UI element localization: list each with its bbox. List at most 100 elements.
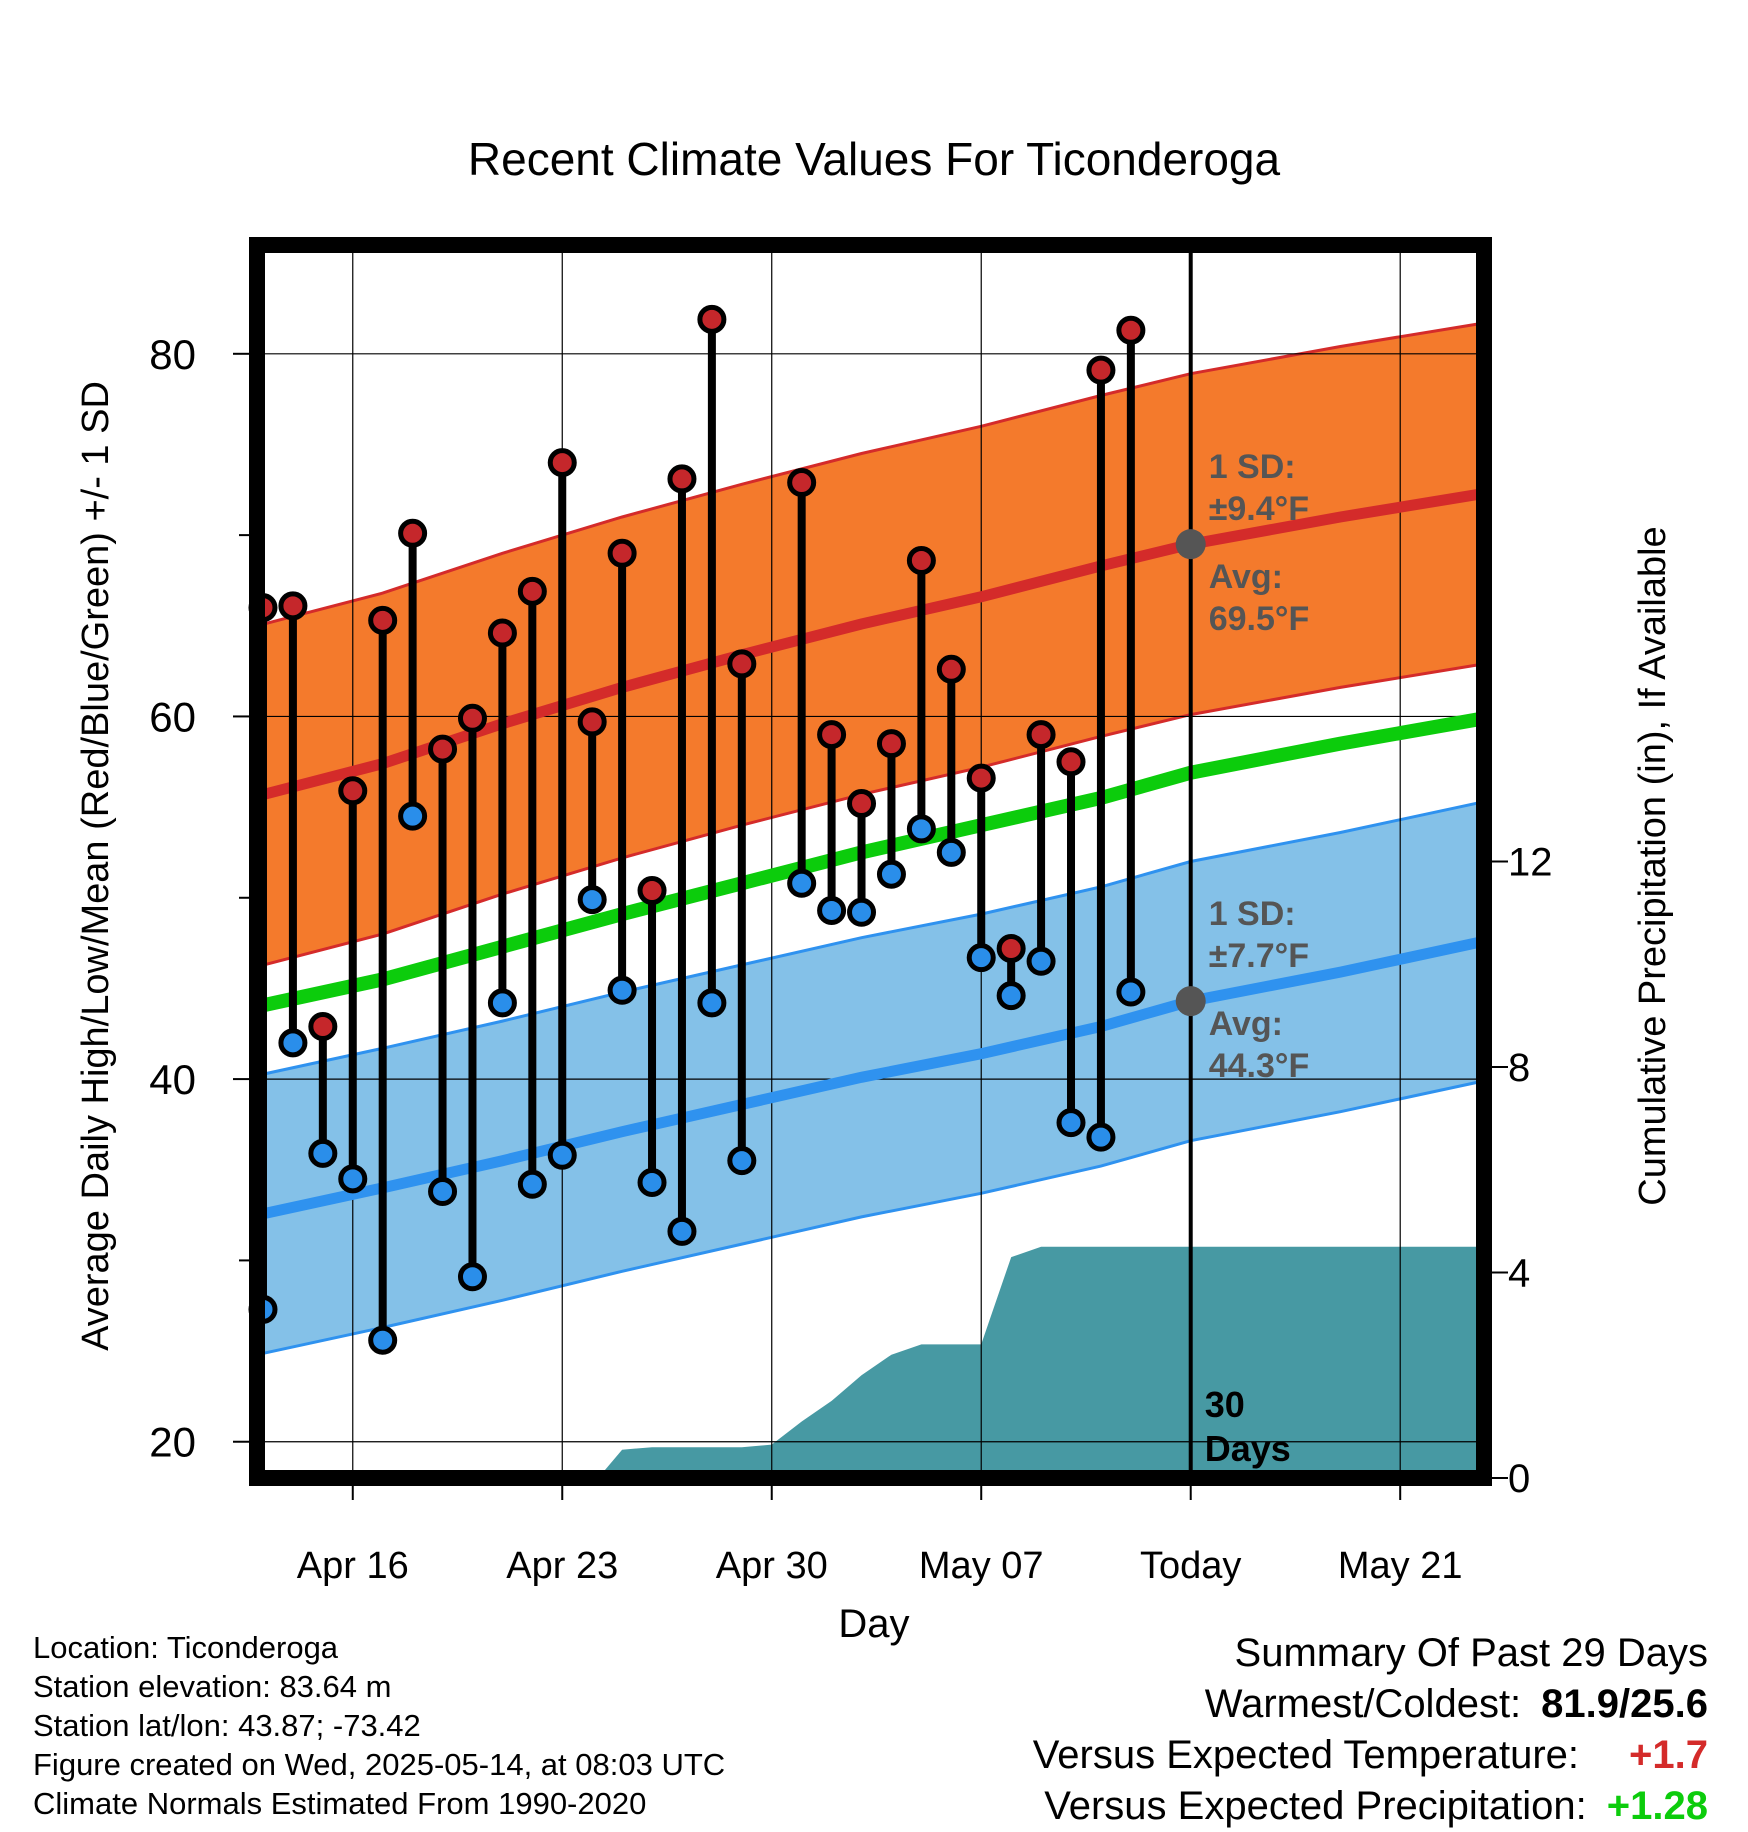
daily-low-point <box>1026 946 1056 976</box>
daily-high-point <box>338 776 368 806</box>
daily-low-point <box>936 837 966 867</box>
elevation-text: Station elevation: 83.64 m <box>33 1669 392 1704</box>
annotations: 1 SD: ±9.4°F Avg: 69.5°F 1 SD: ±7.7°F Avg: 44.3… <box>1175 448 1310 1085</box>
x-tick-label: Apr 23 <box>506 1545 618 1587</box>
y2-tick-label: 8 <box>1508 1046 1530 1090</box>
plot-frame <box>249 237 1492 1486</box>
station-info: Location: Ticonderoga Station elevation:… <box>33 1628 725 1823</box>
y2-tick-label: 0 <box>1508 1457 1530 1501</box>
high-upper-sd-line <box>256 321 1485 628</box>
daily-high-point <box>457 703 487 733</box>
daily-low-point <box>787 868 817 898</box>
daily-low-point <box>607 975 637 1005</box>
normals-text: Climate Normals Estimated From 1990-2020 <box>33 1786 647 1821</box>
high-sd-annotation-line: 1 SD: <box>1209 448 1296 486</box>
daily-high-point <box>368 605 398 635</box>
daily-high-point <box>876 729 906 759</box>
today-high-normal-marker <box>1175 529 1206 560</box>
warmest-coldest-label: Warmest/Coldest: <box>1204 1682 1522 1726</box>
daily-low-point <box>667 1216 697 1246</box>
precip-vs-expected-value: +1.28 <box>1606 1784 1708 1828</box>
today-window-label: 30 Days <box>1205 1384 1291 1469</box>
y-tick-label: 60 <box>149 693 196 740</box>
daily-low-point <box>1056 1108 1086 1138</box>
daily-high-point <box>1056 747 1086 777</box>
precip-vs-expected-label: Versus Expected Precipitation: <box>1044 1784 1587 1828</box>
high-avg-annotation-line: 69.5°F <box>1209 600 1310 638</box>
daily-high-point <box>787 468 817 498</box>
daily-low-point <box>1086 1122 1116 1152</box>
daily-high-point <box>607 538 637 568</box>
summary-temp-row: Versus Expected Temperature: +1.7 <box>808 1730 1708 1781</box>
daily-high-point <box>547 448 577 478</box>
normal-low-line <box>255 935 1486 1221</box>
y2-tick-label: 4 <box>1508 1252 1530 1296</box>
low-lower-sd-line <box>256 1079 1485 1357</box>
daily-high-point <box>727 649 757 679</box>
normal-high-line <box>255 487 1485 802</box>
low-sd-annotation-line: 1 SD: <box>1209 895 1296 933</box>
daily-low-point <box>338 1164 368 1194</box>
today-window-line: 30 <box>1205 1384 1245 1425</box>
created-text: Figure created on Wed, 2025-05-14, at 08… <box>33 1747 726 1782</box>
daily-low-point <box>996 981 1026 1011</box>
daily-low-point <box>966 943 996 973</box>
daily-low-point <box>637 1167 667 1197</box>
low-avg-annotation: Avg: 44.3°F <box>1209 1005 1310 1085</box>
today-low-normal-marker <box>1175 986 1206 1017</box>
location-text: Location: Ticonderoga <box>33 1630 339 1665</box>
x-tick-label: May 21 <box>1338 1545 1463 1587</box>
daily-high-point <box>996 934 1026 964</box>
daily-low-point <box>876 859 906 889</box>
daily-high-point <box>936 654 966 684</box>
daily-low-point <box>1116 977 1146 1007</box>
daily-high-point <box>637 876 667 906</box>
low-avg-annotation-line: 44.3°F <box>1209 1047 1310 1085</box>
y-tick-label: 20 <box>149 1419 196 1466</box>
daily-high-point <box>1026 720 1056 750</box>
daily-low-point <box>308 1138 338 1168</box>
daily-low-point <box>368 1325 398 1355</box>
summary-panel: Summary Of Past 29 Days Warmest/Coldest:… <box>808 1628 1708 1832</box>
daily-low-point <box>487 988 517 1018</box>
daily-high-point <box>1116 315 1146 345</box>
daily-high-point <box>1086 355 1116 385</box>
today-window-line: Days <box>1205 1428 1291 1469</box>
x-axis-label: Day <box>838 1602 909 1646</box>
daily-low-point <box>547 1140 577 1170</box>
high-avg-annotation-line: Avg: <box>1209 558 1283 596</box>
low-upper-sd-line <box>256 800 1485 1077</box>
daily-high-point <box>517 576 547 606</box>
x-tick-label: Apr 30 <box>716 1545 828 1587</box>
x-tick-label: Apr 16 <box>297 1545 409 1587</box>
daily-high-point <box>398 518 428 548</box>
daily-low-point <box>278 1028 308 1058</box>
daily-low-point <box>577 885 607 915</box>
daily-high-point <box>817 720 847 750</box>
axes: 20 40 60 80 0 4 8 12 Apr 16 Apr 23 Apr 30 May 07 Tod… <box>149 331 1552 1587</box>
daily-high-point <box>487 618 517 648</box>
daily-low-point <box>697 988 727 1018</box>
summary-heading: Summary Of Past 29 Days <box>1234 1631 1708 1675</box>
daily-low-point <box>428 1177 458 1207</box>
daily-high-point <box>308 1012 338 1042</box>
today-line: 30 Days <box>1188 245 1291 1478</box>
daily-high-point <box>577 707 607 737</box>
y2-tick-label: 12 <box>1508 841 1553 885</box>
plot-border <box>249 237 1492 1486</box>
daily-high-point <box>697 304 727 334</box>
daily-high-point <box>966 763 996 793</box>
cumulative-precip-area <box>598 1246 1484 1478</box>
precip-area <box>598 1246 1484 1478</box>
temp-vs-expected-label: Versus Expected Temperature: <box>1032 1733 1580 1777</box>
x-tick-label: May 07 <box>919 1545 1044 1587</box>
summary-warmest-row: Warmest/Coldest: 81.9/25.6 <box>808 1679 1708 1730</box>
latlon-text: Station lat/lon: 43.87; -73.42 <box>33 1708 421 1743</box>
low-avg-annotation-line: Avg: <box>1209 1005 1283 1043</box>
daily-low-point <box>727 1146 757 1176</box>
daily-low-point <box>906 814 936 844</box>
low-sd-annotation: 1 SD: ±7.7°F <box>1209 895 1309 975</box>
x-tick-label: Today <box>1140 1545 1241 1587</box>
daily-high-point <box>428 734 458 764</box>
